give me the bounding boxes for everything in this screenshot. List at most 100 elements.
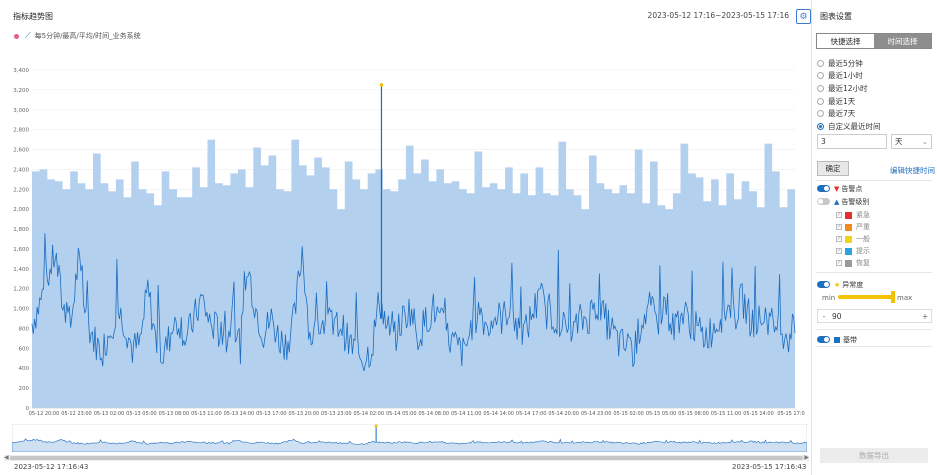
x-tick-label: 05-14 14:00 xyxy=(483,411,514,417)
option-custom[interactable]: 自定义最近时间 xyxy=(817,121,881,132)
anomaly-point xyxy=(379,83,384,87)
legend-series-label: 每5分钟/最高/平均/时间_业务系统 xyxy=(34,32,141,40)
band-text: 基带 xyxy=(843,336,857,344)
chevron-down-icon: ⌄ xyxy=(921,137,928,146)
stepper-plus-button[interactable]: + xyxy=(921,311,929,321)
level-name: 一般 xyxy=(856,235,870,243)
y-tick-label: 0 xyxy=(26,406,30,412)
level-check-recover[interactable]: ✓ 恢复 xyxy=(836,258,870,268)
x-tick-label: 05-15 02:00 xyxy=(613,411,644,417)
time-range-label: 2023-05-12 17:16~2023-05-15 17:16 xyxy=(647,11,789,20)
option-label: 最近12小时 xyxy=(828,84,868,93)
option-last-5min[interactable]: 最近5分钟 xyxy=(817,58,863,69)
x-tick-label: 05-13 23:00 xyxy=(321,411,352,417)
level-name: 提示 xyxy=(856,247,870,255)
page-title: 指标趋势图 xyxy=(13,12,53,21)
level-swatch xyxy=(845,247,852,255)
scrollbar-thumb[interactable] xyxy=(10,456,803,460)
y-tick-label: 2,000 xyxy=(13,207,29,213)
anomaly-slider[interactable] xyxy=(838,291,895,303)
series-line xyxy=(31,233,796,372)
overview-navigator[interactable] xyxy=(12,424,807,452)
x-tick-label: 05-13 08:00 xyxy=(159,411,190,417)
chart-settings-button[interactable]: ⚙ xyxy=(796,9,811,24)
slider-min-label: min xyxy=(822,294,836,302)
export-data-button[interactable]: 数据导出 xyxy=(820,448,928,463)
edit-quick-time-link[interactable]: 编辑快捷时间 xyxy=(890,166,935,175)
y-tick-label: 200 xyxy=(19,386,30,392)
x-tick-label: 05-15 05:00 xyxy=(646,411,677,417)
trend-chart[interactable]: 3,400 3,200 3,000 2,800 2,600 2,400 2,200 2,000… xyxy=(0,58,812,423)
x-tick-label: 05-15 08:00 xyxy=(678,411,709,417)
level-swatch xyxy=(845,211,852,219)
navigator-anomaly-point xyxy=(374,424,378,428)
chart-scrollbar[interactable]: ◀ ▶ xyxy=(4,454,809,461)
y-tick-label: 400 xyxy=(19,366,30,372)
option-last-1h[interactable]: 最近1小时 xyxy=(817,70,863,81)
checkbox: ✓ xyxy=(836,236,842,242)
level-check-info[interactable]: ✓ 提示 xyxy=(836,246,870,256)
x-tick-label: 05-15 14:00 xyxy=(743,411,774,417)
level-check-critical[interactable]: ✓ 紧急 xyxy=(836,210,870,220)
line-series-icon: ⟋ xyxy=(25,31,31,40)
level-swatch xyxy=(845,223,852,231)
slider-handle[interactable] xyxy=(891,291,895,303)
divider xyxy=(816,346,932,347)
scroll-right-icon[interactable]: ▶ xyxy=(804,454,809,461)
anomaly-text: 异常度 xyxy=(842,281,864,289)
level-swatch xyxy=(845,259,852,267)
band-label: 基带 xyxy=(834,335,857,345)
radio-circle xyxy=(817,98,824,105)
alarm-level-label: ▲ 告警级别 xyxy=(834,197,869,207)
x-tick-label: 05-13 17:00 xyxy=(256,411,287,417)
stepper-minus-button[interactable]: - xyxy=(822,311,826,321)
alarm-level-text: 告警级别 xyxy=(841,198,870,206)
band-toggle[interactable] xyxy=(817,336,830,343)
x-tick-label: 05-14 11:00 xyxy=(451,411,482,417)
band-swatch-icon xyxy=(834,337,840,343)
y-tick-label: 2,200 xyxy=(13,187,29,193)
radio-circle xyxy=(817,110,824,117)
confirm-button[interactable]: 确定 xyxy=(817,161,849,176)
y-tick-label: 1,400 xyxy=(13,267,29,273)
anomaly-star-icon: ★ xyxy=(834,281,841,289)
x-tick-label: 05-14 02:00 xyxy=(354,411,385,417)
option-last-12h[interactable]: 最近12小时 xyxy=(817,83,868,94)
checkbox: ✓ xyxy=(836,248,842,254)
slider-max-label: max xyxy=(897,294,913,302)
x-tick-label: 05-14 23:00 xyxy=(581,411,612,417)
radio-circle xyxy=(817,72,824,79)
unit-select[interactable]: 天 ⌄ xyxy=(891,134,932,149)
level-check-major[interactable]: ✓ 严重 xyxy=(836,222,870,232)
tab-time-select[interactable]: 时间选择 xyxy=(874,34,931,48)
y-tick-label: 2,400 xyxy=(13,167,29,173)
checkbox: ✓ xyxy=(836,224,842,230)
divider xyxy=(816,272,932,273)
level-check-minor[interactable]: ✓ 一般 xyxy=(836,234,870,244)
y-tick-label: 1,000 xyxy=(13,307,29,313)
radio-circle xyxy=(817,85,824,92)
alarm-level-toggle[interactable] xyxy=(817,198,830,205)
panel-title: 图表设置 xyxy=(820,12,852,21)
y-tick-label: 800 xyxy=(19,326,30,332)
divider xyxy=(816,180,932,181)
custom-value-input[interactable]: 3 xyxy=(817,134,887,149)
level-swatch xyxy=(845,235,852,243)
alarm-point-toggle[interactable] xyxy=(817,185,830,192)
option-last-1d[interactable]: 最近1天 xyxy=(817,96,855,107)
level-name: 恢复 xyxy=(856,259,870,267)
tab-quick-select[interactable]: 快捷选择 xyxy=(817,34,874,48)
y-tick-label: 1,800 xyxy=(13,227,29,233)
option-last-7d[interactable]: 最近7天 xyxy=(817,108,855,119)
anomaly-toggle[interactable] xyxy=(817,281,830,288)
scroll-left-icon[interactable]: ◀ xyxy=(4,454,9,461)
chart-legend[interactable]: ⟋ 每5分钟/最高/平均/时间_业务系统 xyxy=(14,31,141,41)
x-tick-label: 05-14 08:00 xyxy=(418,411,449,417)
option-label: 最近1小时 xyxy=(828,71,863,80)
x-tick-label: 05-13 05:00 xyxy=(126,411,157,417)
divider xyxy=(816,329,932,330)
x-tick-label: 05-14 05:00 xyxy=(386,411,417,417)
y-tick-label: 600 xyxy=(19,346,30,352)
stepper-value[interactable]: 90 xyxy=(832,311,842,321)
x-tick-label: 05-12 23:00 xyxy=(61,411,92,417)
